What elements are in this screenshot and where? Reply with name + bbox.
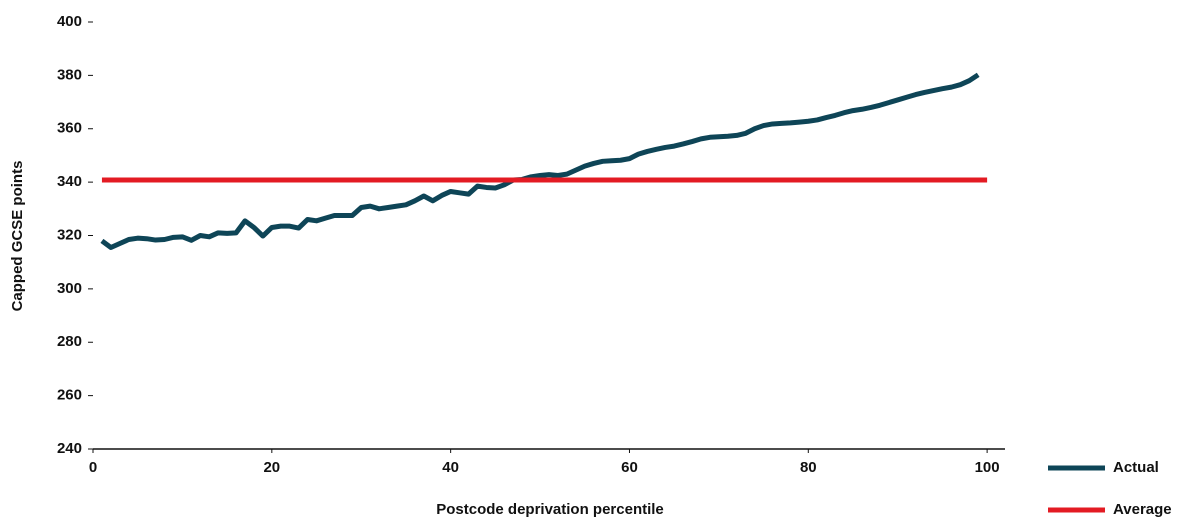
x-tick-label: 100: [975, 459, 1000, 476]
x-tick-label: 0: [89, 459, 97, 476]
x-axis-title: Postcode deprivation percentile: [436, 501, 664, 518]
x-tick-label: 60: [621, 459, 638, 476]
y-tick-label: 240: [57, 440, 82, 457]
x-tick-label: 20: [263, 459, 280, 476]
data-line: [100, 72, 980, 251]
legend-label: Average: [1113, 501, 1172, 518]
y-tick-label: 380: [57, 66, 82, 83]
x-tick-label: 80: [800, 459, 817, 476]
legend-label: Actual: [1113, 459, 1159, 476]
x-tick-label: 40: [442, 459, 459, 476]
y-tick-label: 300: [57, 280, 82, 297]
y-tick-label: 400: [57, 13, 82, 30]
y-tick-label: 260: [57, 387, 82, 404]
y-tick-label: 340: [57, 173, 82, 190]
y-tick-label: 280: [57, 333, 82, 350]
y-axis-title: Capped GCSE points: [9, 161, 26, 312]
y-tick-label: 320: [57, 226, 82, 243]
y-tick-label: 360: [57, 120, 82, 137]
